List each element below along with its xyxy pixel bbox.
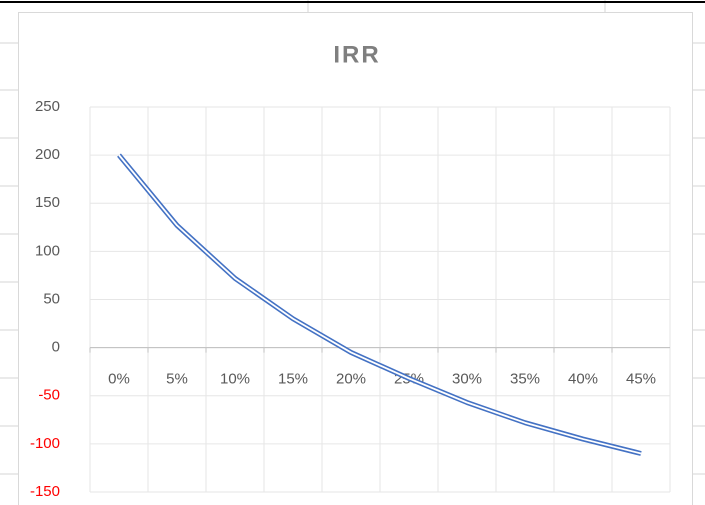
x-tick-label: 40% bbox=[568, 371, 598, 388]
y-tick-label: -100 bbox=[30, 435, 60, 452]
y-tick-label: 250 bbox=[35, 98, 60, 115]
y-tick-label: 200 bbox=[35, 146, 60, 163]
x-tick-label: 10% bbox=[220, 371, 250, 388]
y-tick-label: 50 bbox=[43, 290, 60, 307]
y-tick-label: 150 bbox=[35, 194, 60, 211]
y-tick-label: 0 bbox=[52, 339, 60, 356]
x-tick-label: 0% bbox=[108, 371, 130, 388]
x-tick-label: 15% bbox=[278, 371, 308, 388]
x-tick-label: 5% bbox=[166, 371, 188, 388]
y-tick-label: 100 bbox=[35, 242, 60, 259]
y-tick-label: -150 bbox=[30, 483, 60, 500]
sheet-grid bbox=[0, 0, 705, 475]
x-tick-label: 45% bbox=[626, 371, 656, 388]
line-series-inner bbox=[118, 154, 642, 455]
x-tick-label: 30% bbox=[452, 371, 482, 388]
x-tick-label: 35% bbox=[510, 371, 540, 388]
x-tick-label: 20% bbox=[336, 371, 366, 388]
chart-title: IRR bbox=[333, 41, 380, 68]
y-tick-label: -50 bbox=[38, 387, 60, 404]
chart-area bbox=[18, 12, 693, 505]
